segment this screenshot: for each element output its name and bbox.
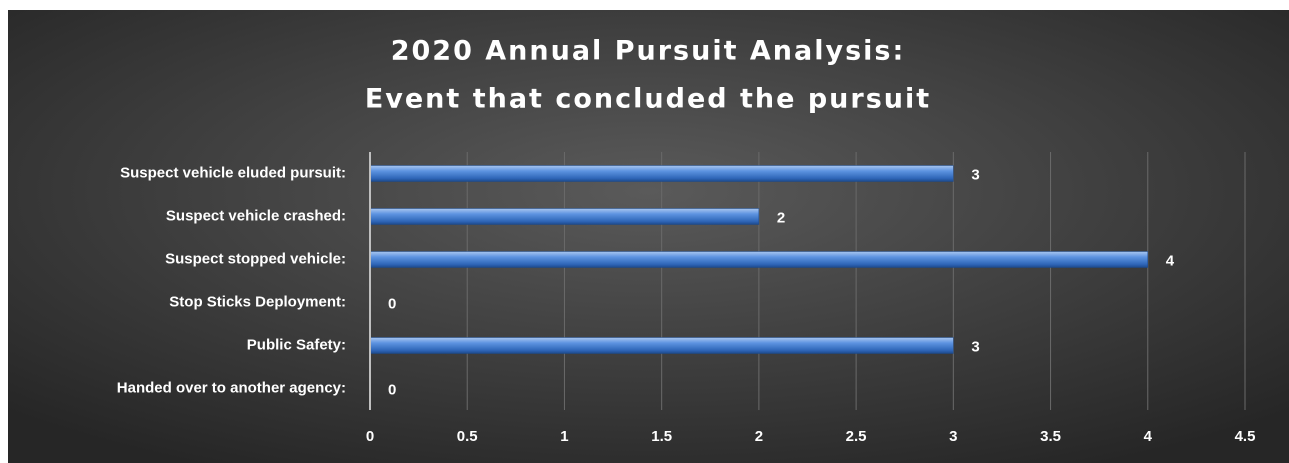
chart-title-group: 2020 Annual Pursuit Analysis: Event that… bbox=[365, 36, 931, 115]
x-tick-label: 4.5 bbox=[1235, 428, 1256, 445]
bar bbox=[369, 165, 954, 182]
x-tick-label: 1 bbox=[560, 428, 568, 445]
x-tick-label: 0 bbox=[366, 428, 374, 445]
chart-title: Event that concluded the pursuit bbox=[365, 84, 931, 115]
data-label: 2 bbox=[777, 209, 785, 226]
data-label: 3 bbox=[971, 338, 979, 355]
x-tick-label: 3.5 bbox=[1040, 428, 1061, 445]
bar bbox=[369, 251, 1149, 268]
data-label: 0 bbox=[388, 295, 396, 312]
x-tick-label: 3 bbox=[949, 428, 957, 445]
x-tick-label: 2.5 bbox=[846, 428, 867, 445]
x-tick-label: 2 bbox=[755, 428, 763, 445]
x-tick-label: 0.5 bbox=[457, 428, 478, 445]
bar bbox=[369, 337, 954, 354]
y-tick-label: Public Safety: bbox=[247, 336, 346, 353]
data-label: 3 bbox=[971, 166, 979, 183]
data-label: 4 bbox=[1166, 252, 1175, 269]
y-tick-label: Suspect stopped vehicle: bbox=[165, 250, 346, 267]
y-tick-label: Handed over to another agency: bbox=[117, 379, 346, 396]
y-tick-label: Suspect vehicle crashed: bbox=[166, 207, 346, 224]
x-tick-label: 4 bbox=[1144, 428, 1153, 445]
bar bbox=[369, 208, 760, 225]
y-tick-label: Stop Sticks Deployment: bbox=[169, 293, 346, 310]
chart-title: 2020 Annual Pursuit Analysis: bbox=[391, 36, 906, 67]
y-tick-label: Suspect vehicle eluded pursuit: bbox=[120, 164, 346, 181]
data-label: 0 bbox=[388, 381, 396, 398]
chart-background bbox=[8, 10, 1289, 463]
x-tick-label: 1.5 bbox=[651, 428, 672, 445]
